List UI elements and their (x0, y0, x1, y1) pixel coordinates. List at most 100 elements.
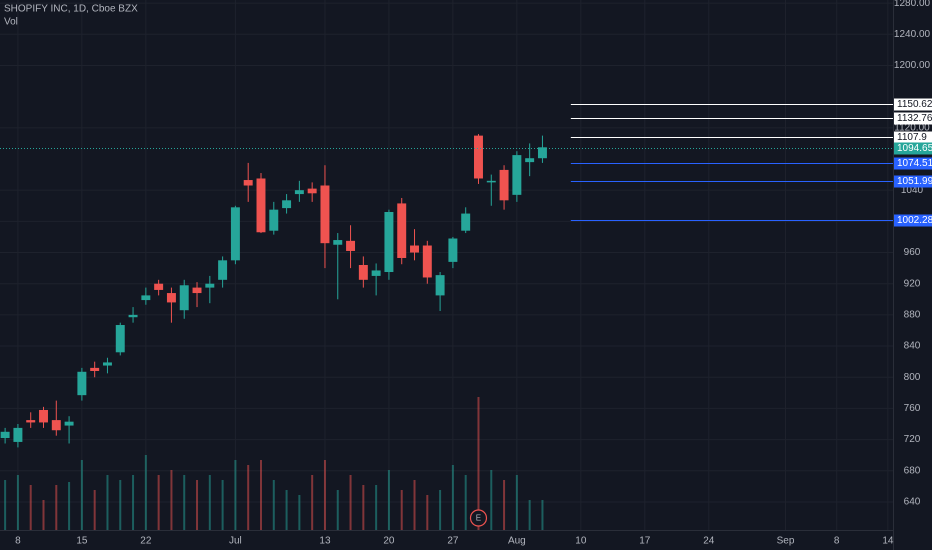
volume-bar (400, 490, 403, 530)
chart-title: SHOPIFY INC, 1D, Cboe BZX (4, 4, 138, 15)
candle-body (166, 293, 176, 303)
candle-body (192, 287, 202, 294)
y-tick-label: 760 (904, 403, 921, 414)
volume-bar (68, 482, 71, 530)
volume-bar (477, 397, 480, 530)
candle-body (230, 207, 240, 261)
y-tick-label: 1120.00 (894, 122, 930, 133)
volume-bar (490, 470, 493, 530)
volume-bar (234, 460, 237, 530)
candle-body (448, 238, 458, 262)
y-tick-label: 1280.00 (894, 0, 931, 9)
y-tick-label: 720 (904, 434, 921, 445)
y-tick-label: 920 (904, 278, 921, 289)
volume-bar (451, 465, 454, 530)
volume-bar (119, 480, 122, 530)
x-tick-label: 17 (639, 536, 651, 547)
volume-bar (336, 490, 339, 530)
volume-bar (528, 500, 531, 530)
candle-body (435, 275, 445, 296)
candles: E (0, 134, 547, 527)
candle-body (51, 420, 61, 431)
x-tick-label: 10 (575, 536, 587, 547)
candle-body (512, 155, 522, 195)
candle-body (102, 362, 112, 366)
volume-bar (362, 485, 365, 530)
level-tag-label: 1150.62 (897, 99, 932, 110)
volume-bar (259, 460, 262, 530)
candle-body (0, 431, 10, 439)
x-tick-label: 13 (319, 536, 331, 547)
candle-body (141, 295, 151, 301)
volume-bar (413, 480, 416, 530)
candle-body (218, 260, 228, 280)
volume-bar (106, 475, 109, 530)
candle-body (461, 213, 471, 231)
x-tick-label: 20 (383, 536, 395, 547)
candle-body (410, 245, 419, 253)
candle-body (397, 203, 407, 258)
volume-bar (196, 480, 199, 530)
volume-bar (439, 490, 442, 530)
candle-body (77, 371, 87, 396)
x-tick-label: 14 (882, 536, 894, 547)
last-price-tag (894, 142, 932, 155)
candle-body (154, 283, 164, 290)
volume-bar (298, 495, 301, 530)
volume-bar (311, 475, 314, 530)
volume-bar (183, 475, 186, 530)
candle-body (499, 169, 509, 201)
x-tick-label: 15 (76, 536, 88, 547)
volume-bar (144, 455, 147, 530)
x-tick-label: 8 (834, 536, 840, 547)
candle-body (358, 265, 368, 280)
level-tag-label: 1051.99 (897, 176, 932, 187)
candle-body (486, 180, 496, 183)
volume-bar (93, 490, 96, 530)
level-tag (894, 131, 932, 144)
volume-pane (4, 397, 544, 530)
y-tick-label: 840 (904, 341, 921, 352)
grid (0, 0, 893, 530)
x-tick-label: Jul (229, 536, 242, 547)
candle-body (282, 200, 292, 209)
earnings-marker (469, 509, 488, 527)
y-tick-label: 1200.00 (894, 60, 931, 71)
candle-body (115, 325, 125, 353)
y-tick-label: 800 (904, 372, 921, 383)
levels (0, 104, 893, 221)
volume-bar (132, 475, 135, 530)
volume-bar (157, 475, 160, 530)
volume-bar (387, 470, 390, 530)
candle-body (90, 367, 100, 371)
candle-body (525, 158, 535, 163)
volume-bar (426, 495, 429, 530)
level-tag-label: 1107.9 (897, 132, 927, 143)
candle-body (307, 188, 317, 194)
volume-bar (323, 460, 326, 530)
volume-bar (170, 470, 173, 530)
volume-bar (247, 465, 250, 530)
volume-bar (208, 475, 211, 530)
x-tick-label: 22 (140, 536, 152, 547)
y-tick-label: 680 (904, 465, 921, 476)
candle-body (346, 240, 356, 251)
candle-body (384, 212, 394, 273)
candle-body (269, 209, 279, 231)
candle-body (333, 240, 343, 245)
y-tick-label: 1240.00 (894, 29, 931, 40)
candle-body (371, 270, 381, 276)
y-tick-label: 1040 (901, 185, 924, 196)
level-tag (894, 175, 932, 188)
level-tag (894, 98, 932, 111)
volume-bar (541, 500, 544, 530)
earnings-label: E (476, 514, 481, 523)
level-tag (894, 157, 932, 170)
volume-bar (349, 475, 352, 530)
volume-bar (285, 490, 288, 530)
volume-bar (55, 485, 58, 530)
volume-bar (4, 480, 7, 530)
candle-body (320, 185, 330, 244)
